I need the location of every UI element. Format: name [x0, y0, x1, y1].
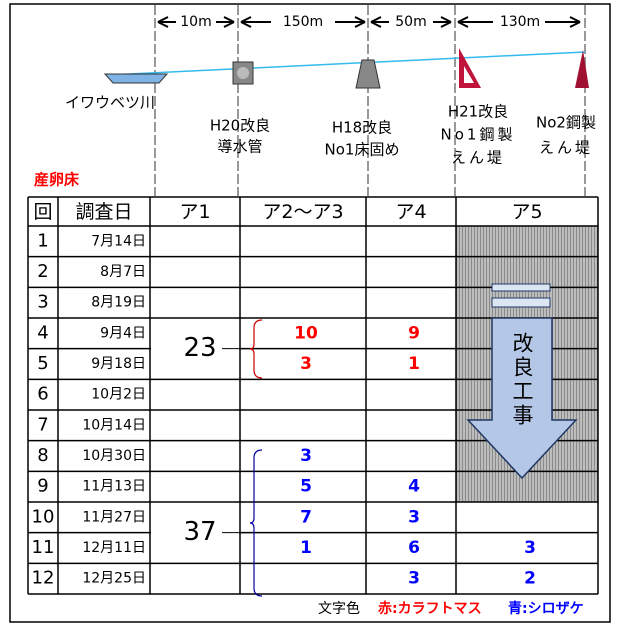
table: 回調査日 ア1 ア2～ア3 ア4 ア51 7月14日2 8月7日3 8月19日4 9月4日 23 1…: [27, 196, 599, 597]
water-line: [107, 51, 586, 76]
count: 4: [408, 477, 420, 497]
brace: [249, 449, 263, 597]
survey-date: 8月7日: [100, 264, 146, 280]
row-number: 3: [37, 292, 48, 313]
structure-label: H20改良: [210, 117, 270, 135]
row-number: 7: [37, 414, 48, 435]
bar-mark: [491, 283, 551, 292]
distance-label: 10m: [180, 14, 211, 30]
distance-arrows: [157, 16, 581, 28]
count-total: 23: [183, 333, 216, 363]
survey-date: 9月18日: [91, 356, 146, 372]
legend-item: 青:シロザケ: [508, 600, 584, 617]
structure-label: えん堤: [451, 149, 505, 167]
count: 3: [300, 446, 312, 466]
row-number: 11: [32, 537, 55, 558]
column-header: 調査日: [75, 201, 132, 223]
brace: [249, 319, 263, 379]
intake-icon: [232, 61, 254, 85]
dam2-icon: [575, 50, 589, 88]
count: 7: [300, 507, 312, 527]
survey-date: 10月2日: [91, 387, 146, 403]
count: 2: [524, 569, 536, 589]
count: 6: [408, 538, 420, 558]
structure-label: 導水管: [217, 138, 262, 156]
column-header: ア1: [179, 201, 210, 223]
survey-date: 9月4日: [100, 325, 146, 341]
count: 1: [300, 538, 312, 558]
groundsill-icon: [355, 59, 381, 89]
survey-date: 10月14日: [82, 417, 146, 433]
legend-item: 赤:カラフトマス: [378, 601, 482, 617]
column-header: 回: [33, 201, 52, 223]
spawning-label: 産卵床: [34, 171, 80, 189]
count: 3: [524, 538, 536, 558]
distance-label: 130m: [500, 14, 540, 30]
distance-label: 150m: [283, 14, 323, 30]
row-number: 12: [32, 568, 55, 589]
row-number: 10: [32, 506, 55, 527]
survey-date: 7月14日: [91, 233, 146, 249]
row-number: 5: [37, 353, 48, 374]
row-number: 8: [37, 445, 48, 466]
count: 9: [408, 323, 420, 343]
survey-date: 12月11日: [82, 540, 146, 556]
survey-date: 11月13日: [82, 479, 146, 495]
column-header: ア2～ア3: [262, 201, 343, 223]
survey-date: 10月30日: [82, 448, 146, 464]
row-number: 4: [37, 322, 48, 343]
structure-label: えん堤: [539, 139, 593, 157]
survey-date: 12月25日: [82, 571, 146, 587]
legend-prefix: 文字色: [318, 600, 360, 617]
row-number: 1: [37, 230, 48, 251]
row-number: 2: [37, 261, 48, 282]
count: 3: [408, 569, 420, 589]
structure-label: イワウベツ川: [65, 94, 155, 112]
structure-label: H18改良: [332, 119, 392, 137]
structure-label: No1床固め: [325, 141, 400, 159]
structure-label: No2鋼製: [536, 114, 596, 132]
arrow-text: 改良工事: [510, 332, 534, 428]
count: 3: [300, 354, 312, 374]
vertical-guides: [154, 5, 586, 196]
survey-date: 8月19日: [91, 295, 146, 311]
column-header: ア4: [395, 201, 426, 223]
structure-label: H21改良: [448, 103, 508, 121]
count: 5: [300, 477, 312, 497]
count: 3: [408, 507, 420, 527]
dam1-icon: [459, 48, 481, 88]
count-total: 37: [183, 517, 216, 547]
count: 1: [408, 354, 420, 374]
row-number: 9: [37, 476, 48, 497]
down-arrow: [466, 317, 578, 480]
distance-label: 50m: [395, 14, 426, 30]
river-icon: [103, 73, 169, 84]
column-header: ア5: [511, 201, 542, 223]
count: 10: [294, 323, 318, 343]
row-number: 6: [37, 384, 48, 405]
structure-label: No1鋼製: [441, 126, 516, 144]
bar-mark: [491, 297, 551, 308]
survey-date: 11月27日: [82, 509, 146, 525]
